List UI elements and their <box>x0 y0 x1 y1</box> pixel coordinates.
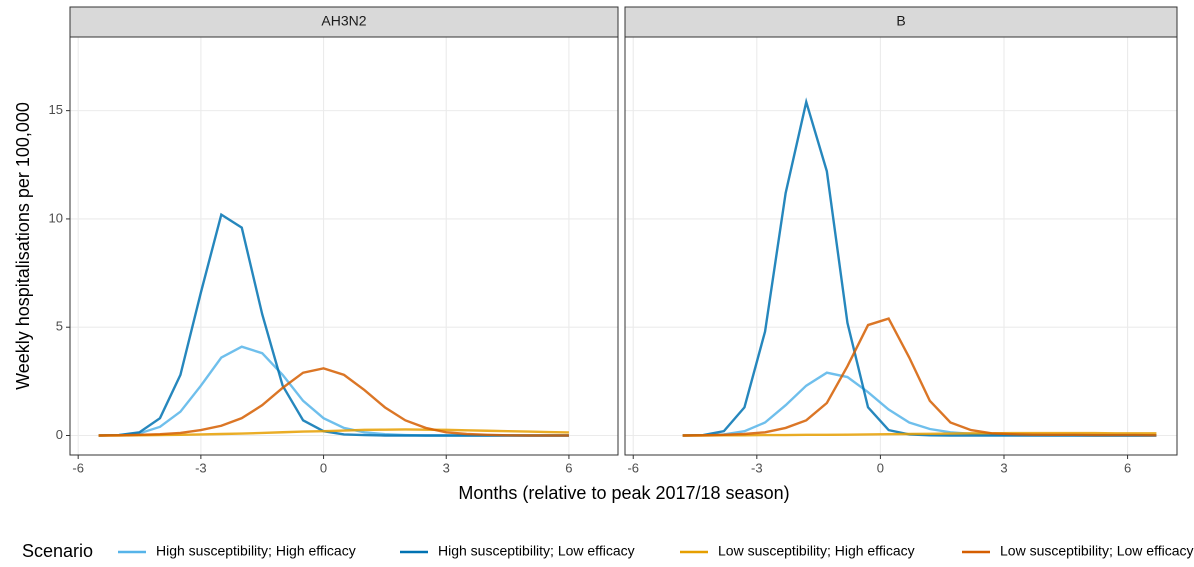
x-tick-label: -3 <box>751 460 763 475</box>
y-tick-label: 15 <box>49 102 63 117</box>
y-tick-label: 5 <box>56 319 63 334</box>
y-tick-label: 10 <box>49 210 63 225</box>
x-tick-label: -6 <box>627 460 639 475</box>
y-tick-label: 0 <box>56 427 63 442</box>
panel-title: B <box>896 13 905 29</box>
panel <box>625 37 1177 455</box>
line <box>682 317 1157 437</box>
x-tick-label: -6 <box>72 460 84 475</box>
x-tick-label: 3 <box>443 460 450 475</box>
x-tick-label: 0 <box>320 460 327 475</box>
x-tick-label: 6 <box>1124 460 1131 475</box>
x-tick-label: 0 <box>877 460 884 475</box>
panel-border <box>624 36 1178 456</box>
panel-title: AH3N2 <box>321 13 366 29</box>
legend-label: Low susceptibility; High efficacy <box>718 543 915 559</box>
panel <box>70 37 618 455</box>
plot-area <box>98 212 569 437</box>
plot-area <box>682 97 1157 437</box>
line <box>98 428 569 437</box>
strip <box>624 6 1178 38</box>
line <box>682 431 1157 437</box>
legend-title: Scenario <box>22 541 93 561</box>
line <box>98 367 569 437</box>
y-axis-label: Weekly hospitalisations per 100,000 <box>13 102 33 390</box>
panel-border <box>69 36 619 456</box>
x-tick-label: 6 <box>565 460 572 475</box>
legend-label: Low susceptibility; Low efficacy <box>1000 543 1194 559</box>
x-tick-label: 3 <box>1000 460 1007 475</box>
strip <box>69 6 619 38</box>
x-axis-label: Months (relative to peak 2017/18 season) <box>458 483 789 503</box>
x-tick-label: -3 <box>195 460 207 475</box>
legend-label: High susceptibility; Low efficacy <box>438 543 635 559</box>
legend-label: High susceptibility; High efficacy <box>156 543 356 559</box>
